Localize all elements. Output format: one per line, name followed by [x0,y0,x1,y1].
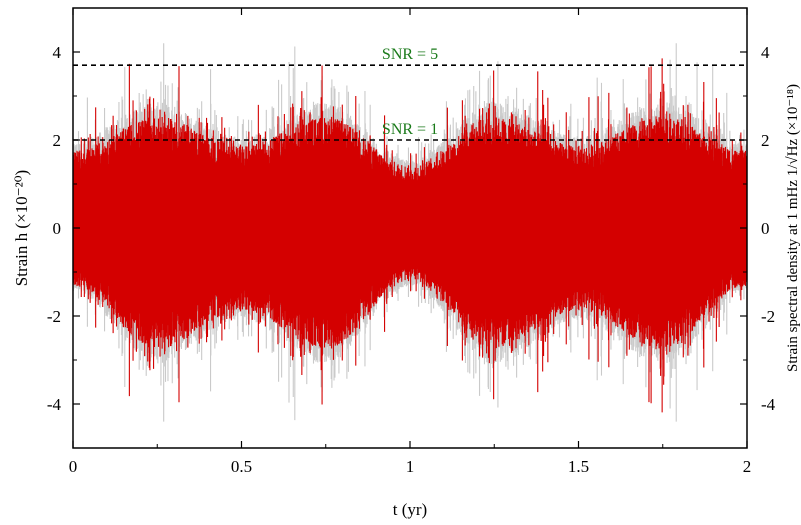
y-tick-label-right-4: -4 [761,395,776,414]
snr-label-0: SNR = 5 [382,46,438,63]
y-tick-label-left-0: 4 [53,43,62,62]
y-tick-label-right-1: 2 [761,131,770,150]
x-tick-label-1: 0.5 [231,457,252,476]
y-tick-label-left-1: 2 [53,131,62,150]
y-tick-label-right-2: 0 [761,219,770,238]
y-tick-label-left-4: -4 [47,395,62,414]
series-layer [73,43,747,422]
y-tick-label-right-3: -2 [761,307,775,326]
series-1-core [73,149,747,314]
axis-ticks [72,8,748,448]
plot-area: SNR = 5 SNR = 1 [73,43,747,422]
y-tick-label-left-2: 0 [53,219,62,238]
y-tick-label-left-3: -2 [47,307,61,326]
y-tick-label-right-0: 4 [761,43,770,62]
x-tick-label-0: 0 [69,457,78,476]
y-axis-title-right: Strain spectral density at 1 mHz 1/√Hz (… [785,84,801,372]
x-tick-label-2: 1 [406,457,415,476]
x-tick-label-4: 2 [743,457,752,476]
x-tick-label-3: 1.5 [568,457,589,476]
snr-label-1: SNR = 1 [382,121,438,138]
x-axis-title: t (yr) [393,500,427,519]
series-1 [73,58,747,413]
y-axis-title-left: Strain h (×10⁻²⁰) [12,170,31,286]
tick-labels: 0 0.5 1 1.5 2 4 2 0 -2 -4 4 2 0 -2 -4 [47,43,776,476]
reference-lines: SNR = 5 SNR = 1 [73,46,747,141]
